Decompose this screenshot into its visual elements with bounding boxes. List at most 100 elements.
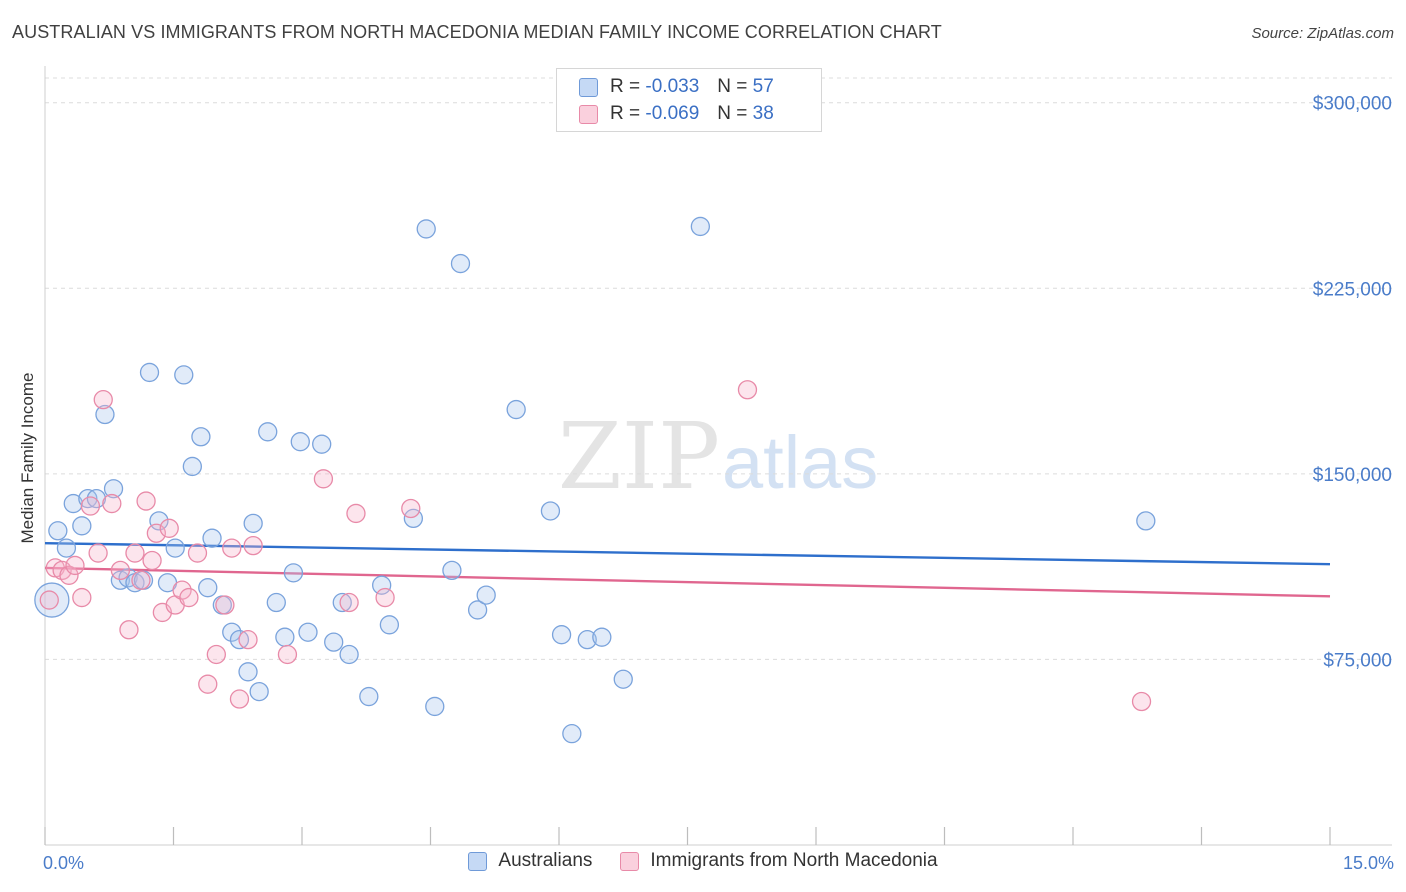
legend-item-australians: Australians	[468, 850, 592, 872]
y-tick-label: $75,000	[1323, 650, 1392, 671]
australians-point	[540, 501, 561, 521]
australians-point	[690, 216, 710, 237]
australians-point	[592, 627, 612, 647]
legend-n-value: 38	[752, 103, 774, 124]
australians-point	[324, 632, 344, 652]
macedonia-point	[72, 587, 92, 608]
macedonia-point	[125, 543, 145, 563]
australians-point	[56, 538, 77, 558]
australians-point	[467, 600, 488, 620]
macedonia-point	[159, 518, 179, 538]
australians-point	[222, 622, 242, 642]
legend-r-label: R =	[610, 103, 641, 124]
macedonia-trend-line	[44, 566, 1331, 598]
australians-point	[202, 528, 222, 548]
macedonia-point	[179, 587, 199, 608]
australians-point	[416, 219, 436, 239]
australians-point	[290, 432, 310, 452]
australians-point	[103, 479, 124, 499]
australians-point	[476, 585, 496, 605]
legend-row-australians: R = -0.033 N = 57	[579, 75, 774, 99]
source-label: Source: ZipAtlas.com	[1251, 25, 1394, 42]
macedonia-point	[198, 674, 218, 694]
macedonia-point	[339, 592, 359, 613]
australians-point	[48, 521, 68, 541]
macedonia-point	[131, 570, 151, 590]
legend-label-macedonia: Immigrants from North Macedonia	[650, 850, 938, 871]
macedonia-point	[229, 689, 250, 709]
macedonia-point	[346, 503, 366, 524]
macedonia-point	[65, 555, 85, 576]
australians-point	[577, 629, 597, 650]
macedonia-point	[215, 595, 235, 615]
australians-point	[182, 456, 202, 477]
australians-point	[72, 516, 92, 536]
australians-point	[372, 575, 392, 595]
australians-point	[379, 615, 400, 635]
macedonia-point	[243, 535, 263, 556]
macedonia-point	[222, 538, 242, 558]
macedonia-point	[39, 590, 59, 610]
watermark-atlas: atlas	[722, 421, 878, 504]
correlation-legend: R = -0.033 N = 57 R = -0.069 N = 38	[556, 68, 822, 132]
macedonia-point	[206, 644, 226, 665]
macedonia-point	[375, 587, 395, 608]
y-tick-label: $225,000	[1313, 279, 1392, 300]
australians-point	[266, 592, 286, 613]
legend-n-value: 57	[752, 76, 774, 97]
macedonia-point	[187, 543, 208, 563]
macedonia-point	[119, 620, 139, 640]
australians-point	[450, 253, 471, 274]
x-tick-label-min: 0.0%	[43, 853, 85, 873]
macedonia-swatch	[579, 104, 598, 124]
watermark-zip: ZIP	[558, 403, 720, 510]
australians-point	[298, 622, 318, 642]
australians-point	[34, 582, 70, 618]
australians-legend-swatch	[468, 851, 488, 871]
legend-r-value: -0.033	[645, 76, 700, 97]
australians-point	[110, 570, 131, 590]
australians-point	[283, 563, 304, 583]
macedonia-point	[277, 644, 298, 665]
australians-point	[275, 627, 295, 647]
macedonia-point	[88, 543, 108, 563]
macedonia-point	[59, 565, 79, 585]
macedonia-point	[737, 380, 758, 400]
australians-point	[198, 578, 218, 598]
macedonia-point	[1131, 691, 1152, 712]
legend-r-label: R =	[610, 76, 641, 97]
australians-point	[425, 696, 445, 717]
macedonia-point	[172, 580, 192, 600]
chart-title: AUSTRALIAN VS IMMIGRANTS FROM NORTH MACE…	[12, 22, 942, 42]
australians-point	[551, 625, 572, 645]
australians-point	[442, 560, 462, 581]
macedonia-point	[102, 493, 122, 514]
australians-point	[506, 399, 526, 420]
australians-trend-line	[44, 541, 1331, 566]
macedonia-point	[93, 389, 113, 410]
australians-point	[613, 669, 633, 689]
australians-point	[312, 434, 332, 454]
legend-r-value: -0.069	[645, 103, 700, 124]
australians-point	[238, 662, 258, 682]
macedonia-point	[80, 496, 101, 516]
australians-point	[359, 686, 379, 707]
series-legend: Australians Immigrants from North Macedo…	[0, 850, 1406, 872]
australians-point	[95, 404, 115, 425]
australians-point	[339, 644, 359, 665]
australians-point	[191, 427, 211, 447]
australians-point	[243, 513, 263, 534]
macedonia-point	[136, 491, 156, 511]
australians-point	[165, 538, 185, 558]
x-tick-label-max: 15.0%	[1342, 853, 1394, 873]
australians-point	[249, 681, 269, 702]
macedonia-point	[110, 560, 131, 581]
macedonia-point	[142, 550, 162, 571]
legend-n-label: N =	[717, 76, 748, 97]
macedonia-point	[313, 469, 334, 489]
legend-item-macedonia: Immigrants from North Macedonia	[620, 850, 938, 872]
macedonia-point	[238, 629, 258, 650]
legend-n-label: N =	[717, 103, 748, 124]
australians-swatch	[579, 77, 598, 97]
